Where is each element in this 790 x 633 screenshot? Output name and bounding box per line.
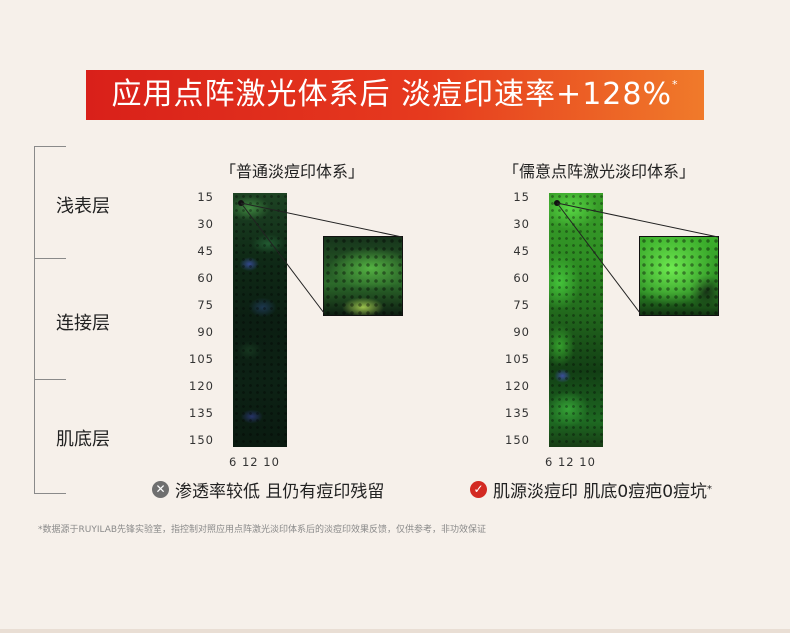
- y-tick: 135: [505, 406, 530, 420]
- y-tick: 90: [197, 325, 214, 339]
- headline-mark: *: [671, 78, 679, 91]
- y-tick: 15: [197, 190, 214, 204]
- x-axis-laser: 6 12 10: [545, 455, 596, 469]
- y-tick: 105: [505, 352, 530, 366]
- y-tick: 105: [189, 352, 214, 366]
- x-circle-icon: ✕: [152, 481, 169, 498]
- micrograph-zoom-standard: [323, 236, 403, 316]
- layer-tick: [34, 493, 66, 494]
- note-standard-text: 渗透率较低 且仍有痘印残留: [175, 482, 385, 502]
- check-circle-icon: ✓: [470, 481, 487, 498]
- column-title-standard: 「普通淡痘印体系」: [220, 162, 365, 181]
- y-tick: 150: [189, 433, 214, 447]
- layer-tick: [34, 146, 66, 147]
- y-tick: 120: [189, 379, 214, 393]
- micrograph-strip-laser: [549, 193, 603, 447]
- y-tick: 75: [197, 298, 214, 312]
- y-tick: 30: [513, 217, 530, 231]
- disclaimer: *数据源于RUYILAB先锋实验室，指控制对照应用点阵激光淡印体系后的淡痘印效果…: [38, 525, 487, 535]
- note-laser: ✓ 肌源淡痘印 肌底0痘疤0痘坑 *: [470, 477, 712, 502]
- layer-label-junction: 连接层: [56, 313, 110, 334]
- y-tick: 45: [513, 244, 530, 258]
- y-tick: 90: [513, 325, 530, 339]
- y-tick: 15: [513, 190, 530, 204]
- y-axis-laser: 15 30 45 60 75 90 105 120 135 150: [490, 190, 530, 450]
- note-laser-text: 肌源淡痘印 肌底0痘疤0痘坑: [493, 482, 708, 502]
- headline-banner: 应用点阵激光体系后 淡痘印速率+128%*: [86, 70, 704, 120]
- y-tick: 135: [189, 406, 214, 420]
- bottom-rule: [0, 629, 790, 633]
- y-tick: 120: [505, 379, 530, 393]
- column-title-laser: 「儒意点阵激光淡印体系」: [503, 162, 696, 181]
- micrograph-strip-standard: [233, 193, 287, 447]
- headline-text: 应用点阵激光体系后 淡痘印速率+128%: [111, 77, 672, 112]
- y-tick: 30: [197, 217, 214, 231]
- y-tick: 45: [197, 244, 214, 258]
- y-tick: 60: [197, 271, 214, 285]
- layer-bracket: [34, 146, 67, 493]
- layer-tick: [34, 258, 66, 259]
- layer-label-surface: 浅表层: [56, 196, 110, 217]
- y-tick: 150: [505, 433, 530, 447]
- layer-tick: [34, 379, 66, 380]
- y-tick: 75: [513, 298, 530, 312]
- note-laser-mark: *: [707, 484, 713, 495]
- y-tick: 60: [513, 271, 530, 285]
- y-axis-standard: 15 30 45 60 75 90 105 120 135 150: [174, 190, 214, 450]
- layer-label-base: 肌底层: [56, 429, 110, 450]
- x-axis-standard: 6 12 10: [229, 455, 280, 469]
- micrograph-zoom-laser: [639, 236, 719, 316]
- note-standard: ✕ 渗透率较低 且仍有痘印残留: [152, 477, 384, 502]
